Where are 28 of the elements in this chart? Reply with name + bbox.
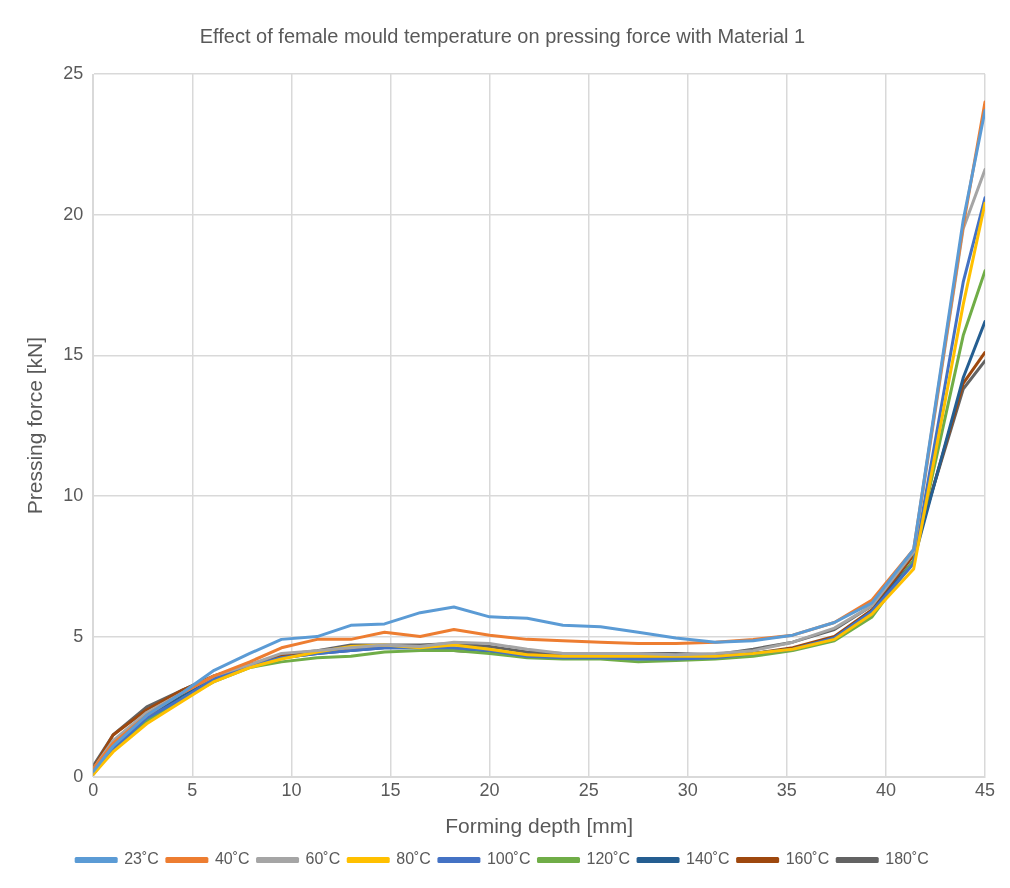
y-tick-label: 15 bbox=[63, 344, 84, 365]
legend-label: 80˚C bbox=[396, 850, 431, 868]
legend-label: 100˚C bbox=[486, 850, 531, 868]
legend-label: 140˚C bbox=[686, 850, 730, 868]
legend-label: 160˚C bbox=[785, 850, 830, 868]
x-tick-label: 20 bbox=[479, 779, 500, 800]
y-tick-label: 10 bbox=[63, 484, 84, 505]
x-tick-label: 35 bbox=[776, 779, 797, 800]
legend-label: 120˚C bbox=[586, 850, 631, 868]
x-tick-label: 5 bbox=[187, 779, 198, 800]
legend-label: 60˚C bbox=[305, 850, 341, 868]
y-tick-label: 5 bbox=[73, 625, 84, 646]
x-tick-label: 0 bbox=[88, 779, 99, 800]
legend-label: 180˚C bbox=[885, 850, 929, 868]
x-tick-label: 15 bbox=[380, 779, 401, 800]
y-tick-label: 20 bbox=[63, 203, 84, 224]
legend-label: 23˚C bbox=[124, 850, 159, 868]
chart-title: Effect of female mould temperature on pressing force with Material 1 bbox=[199, 24, 806, 47]
y-tick-label: 25 bbox=[63, 62, 84, 83]
y-axis-title: Pressing force [kN] bbox=[23, 336, 47, 515]
x-tick-label: 40 bbox=[875, 779, 896, 800]
x-tick-label: 25 bbox=[578, 779, 599, 800]
y-tick-label: 0 bbox=[73, 766, 84, 787]
x-tick-label: 30 bbox=[677, 779, 698, 800]
legend-label: 40˚C bbox=[214, 850, 250, 868]
x-axis-title: Forming depth [mm] bbox=[445, 814, 634, 838]
x-tick-label: 10 bbox=[281, 779, 302, 800]
x-tick-label: 45 bbox=[974, 779, 996, 800]
